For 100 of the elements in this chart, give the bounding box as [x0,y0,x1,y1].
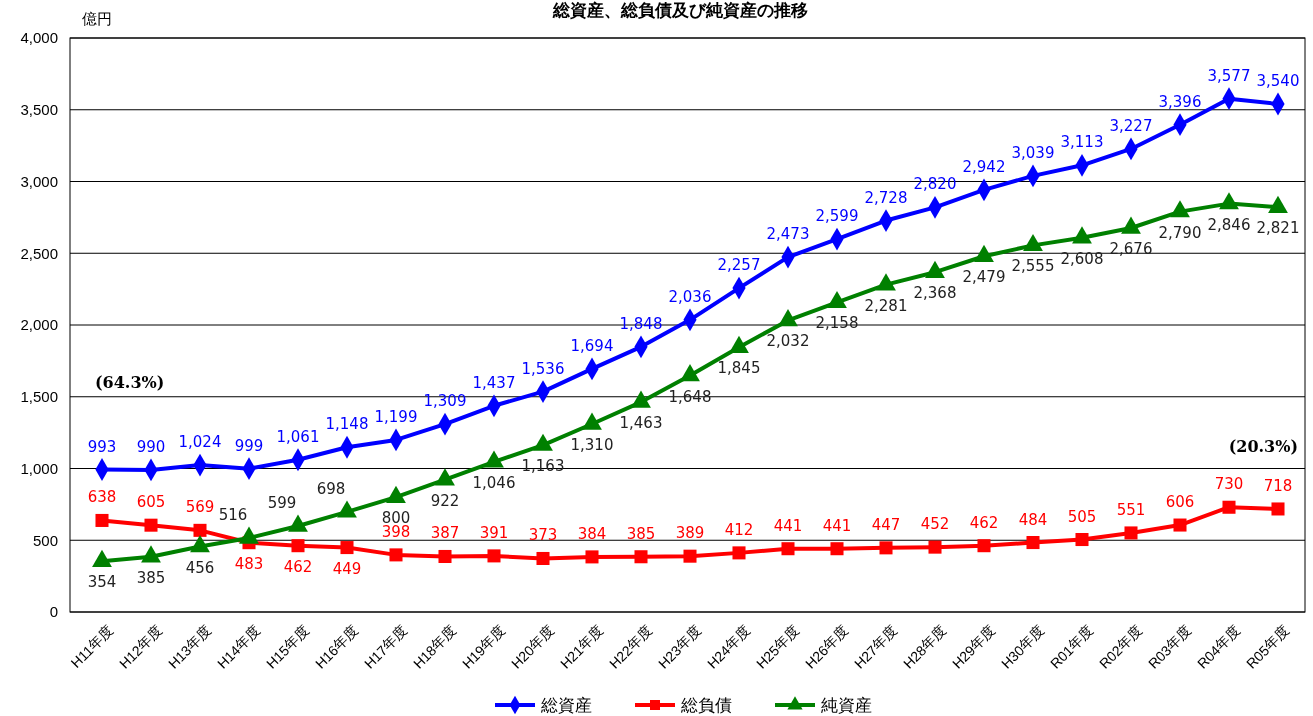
point [389,548,403,562]
annotation: (20.3%) [1228,437,1298,456]
data-label: 2,728 [864,188,908,207]
point [830,542,844,556]
y-tick-label: 500 [32,531,58,549]
data-label: 441 [822,516,852,535]
point [291,539,305,553]
data-label: 516 [218,505,248,524]
point [1271,502,1285,516]
data-label: 1,199 [374,407,418,426]
data-label: 1,310 [570,436,614,455]
data-label: 2,281 [864,296,908,315]
y-tick-label: 2,000 [20,316,58,334]
data-label: 447 [871,515,901,534]
point [1124,526,1138,540]
data-label: 389 [675,524,705,543]
y-tick-label: 3,500 [20,101,58,119]
data-label: 599 [267,494,297,513]
data-label: 993 [87,437,117,456]
data-label: 452 [920,515,950,534]
point [683,549,697,563]
x-tick-label: H26年度 [801,622,852,672]
point [634,550,648,564]
point [977,539,991,553]
y-tick-label: 1,000 [20,459,58,477]
y-tick-label: 0 [49,603,58,621]
x-tick-label: H13年度 [164,622,215,672]
point [487,549,501,563]
y-tick-label: 1,500 [20,388,58,406]
data-label: 606 [1165,493,1195,512]
data-label: 638 [87,488,117,507]
data-label: 1,437 [472,373,516,392]
point [928,540,942,554]
data-label: 484 [1018,510,1048,529]
data-label: 551 [1116,500,1146,519]
data-label: 1,463 [619,414,663,433]
data-label: 1,848 [619,314,663,333]
data-label: 2,790 [1158,223,1202,242]
point [438,549,452,563]
data-label: 569 [185,498,215,517]
data-label: 373 [528,526,558,545]
x-tick-label: H22年度 [605,622,656,672]
x-tick-label: H20年度 [507,622,558,672]
data-label: 2,821 [1256,219,1300,238]
data-label: 3,113 [1060,133,1104,152]
x-tick-label: H12年度 [115,622,166,672]
x-tick-label: H23年度 [654,622,705,672]
y-tick-label: 4,000 [20,29,58,47]
data-label: 2,942 [962,157,1006,176]
data-label: 456 [185,558,215,577]
data-label: 922 [430,491,460,510]
data-label: 3,577 [1207,66,1251,85]
x-tick-label: H21年度 [556,622,607,672]
data-label: 2,473 [766,225,810,244]
data-label: 391 [479,523,509,542]
data-label: 462 [283,557,313,576]
data-label: 990 [136,437,166,456]
x-tick-label: H16年度 [311,622,362,672]
data-label: 505 [1067,507,1097,526]
data-label: 3,227 [1109,116,1153,135]
x-tick-label: H18年度 [409,622,460,672]
y-tick-label: 3,000 [20,172,58,190]
x-tick-label: H24年度 [703,622,754,672]
data-label: 387 [430,524,460,543]
data-label: 1,845 [717,359,761,378]
data-label: 462 [969,513,999,532]
x-tick-label: H28年度 [899,622,950,672]
data-label: 1,024 [178,433,222,452]
data-label: 3,039 [1011,143,1055,162]
point [95,513,109,527]
data-label: 3,540 [1256,72,1300,91]
x-tick-label: R01年度 [1046,622,1097,672]
point [879,541,893,555]
x-tick-label: H14年度 [213,622,264,672]
data-label: 483 [234,554,264,573]
x-tick-label: R04年度 [1193,622,1244,672]
point [732,546,746,560]
data-label: 354 [87,573,117,592]
x-tick-label: H11年度 [67,622,117,671]
data-label: 1,309 [423,392,467,411]
point [585,550,599,564]
data-label: 412 [724,520,754,539]
data-label: 2,036 [668,287,712,306]
point [193,523,207,537]
point [1222,500,1236,514]
x-tick-label: H19年度 [458,622,509,672]
data-label: 449 [332,559,362,578]
annotation: (64.3%) [95,373,165,392]
data-label: 384 [577,524,607,543]
data-label: 1,046 [472,473,516,492]
data-label: 385 [626,524,656,543]
x-tick-label: R02年度 [1095,622,1146,672]
chart-title: 総資産、総負債及び純資産の推移 [551,0,808,20]
data-label: 730 [1214,475,1244,494]
data-label: 1,694 [570,336,614,355]
data-label: 718 [1263,476,1293,495]
data-label: 3,396 [1158,92,1202,111]
data-label: 2,368 [913,284,957,303]
data-label: 605 [136,493,166,512]
data-label: 1,148 [325,415,369,434]
